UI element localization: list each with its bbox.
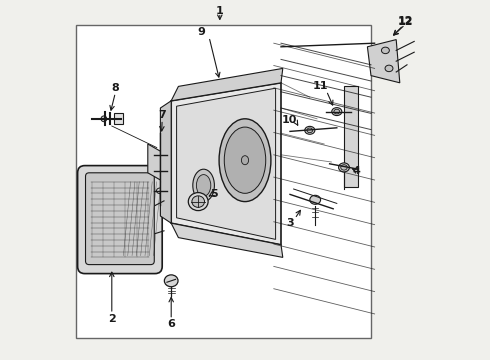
Ellipse shape	[101, 116, 107, 122]
Text: 1: 1	[216, 6, 223, 16]
Text: 12: 12	[397, 17, 413, 27]
Polygon shape	[368, 40, 400, 83]
Ellipse shape	[164, 275, 178, 287]
Text: 5: 5	[211, 189, 218, 199]
Ellipse shape	[307, 128, 313, 133]
Polygon shape	[148, 144, 160, 180]
Polygon shape	[171, 68, 283, 101]
Text: 10: 10	[281, 114, 296, 125]
Text: 9: 9	[198, 27, 206, 37]
Ellipse shape	[156, 188, 164, 194]
Ellipse shape	[334, 109, 340, 114]
Ellipse shape	[224, 127, 266, 193]
Polygon shape	[171, 223, 283, 257]
Text: 12: 12	[397, 16, 413, 26]
Text: 6: 6	[167, 319, 175, 329]
Bar	[114, 113, 122, 124]
Ellipse shape	[381, 47, 390, 54]
Text: 2: 2	[108, 314, 116, 324]
Text: 3: 3	[286, 218, 294, 228]
Ellipse shape	[339, 163, 349, 172]
Text: 11: 11	[313, 81, 328, 91]
Ellipse shape	[156, 152, 164, 158]
Text: 4: 4	[353, 166, 361, 176]
Text: 8: 8	[112, 83, 119, 93]
Ellipse shape	[341, 165, 347, 170]
FancyBboxPatch shape	[86, 173, 154, 265]
Ellipse shape	[242, 156, 248, 165]
Ellipse shape	[156, 168, 164, 174]
Ellipse shape	[332, 108, 342, 116]
Ellipse shape	[196, 175, 211, 196]
Ellipse shape	[193, 169, 215, 202]
Ellipse shape	[192, 196, 204, 207]
FancyBboxPatch shape	[77, 166, 162, 274]
Polygon shape	[176, 88, 275, 239]
Ellipse shape	[305, 126, 315, 134]
Polygon shape	[171, 83, 281, 245]
Bar	[344, 86, 358, 187]
Polygon shape	[160, 101, 171, 223]
Ellipse shape	[188, 193, 208, 211]
Ellipse shape	[310, 195, 320, 204]
Ellipse shape	[219, 119, 271, 202]
Ellipse shape	[385, 65, 393, 72]
Bar	[76, 25, 371, 338]
Text: 7: 7	[158, 110, 166, 120]
